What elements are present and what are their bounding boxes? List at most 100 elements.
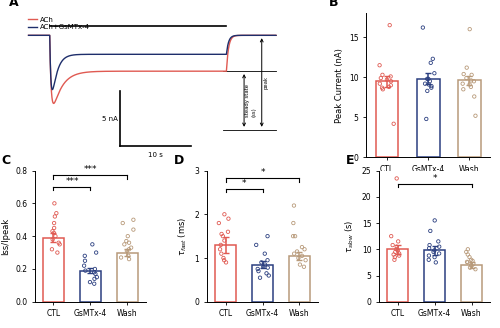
Point — [463, 259, 471, 264]
Point — [294, 256, 302, 261]
Point — [290, 220, 298, 226]
Point — [390, 121, 398, 126]
Point — [388, 242, 396, 248]
Point — [394, 239, 402, 244]
Point — [472, 113, 480, 118]
Point — [424, 76, 432, 81]
Point — [256, 275, 264, 280]
Point — [468, 262, 475, 268]
Point — [468, 72, 475, 77]
Point — [390, 257, 398, 262]
Point — [300, 247, 308, 252]
Point — [125, 240, 133, 245]
Point — [293, 249, 301, 254]
Point — [466, 265, 474, 270]
Point — [264, 257, 272, 263]
Point — [298, 253, 306, 258]
Point — [300, 264, 308, 269]
Point — [51, 214, 59, 219]
Point — [123, 248, 131, 254]
Point — [130, 227, 138, 232]
Point — [379, 87, 387, 92]
Point — [395, 253, 403, 258]
Point — [462, 249, 470, 255]
Point — [394, 248, 402, 253]
Point — [215, 220, 223, 226]
Bar — [388, 249, 407, 302]
Point — [424, 88, 432, 93]
Point — [470, 94, 478, 99]
Point — [50, 225, 58, 231]
Text: B: B — [329, 0, 338, 9]
Point — [220, 256, 228, 261]
Point — [48, 229, 56, 234]
Point — [470, 79, 478, 84]
Point — [385, 84, 393, 90]
Point — [424, 257, 432, 262]
Bar — [80, 271, 100, 302]
Point — [466, 27, 473, 32]
Bar — [376, 81, 398, 157]
Point — [264, 273, 272, 278]
Point — [468, 258, 476, 263]
Point — [419, 25, 427, 30]
Point — [426, 242, 434, 248]
Bar — [290, 256, 310, 302]
Point — [378, 85, 386, 90]
Point — [117, 255, 125, 260]
Text: *: * — [242, 179, 246, 188]
Point — [92, 271, 100, 277]
Text: 5 nA: 5 nA — [102, 115, 118, 122]
Point — [425, 246, 433, 251]
Point — [387, 234, 395, 239]
Point — [224, 229, 232, 235]
Y-axis label: $\tau_{slow}$ (s): $\tau_{slow}$ (s) — [344, 219, 356, 253]
Bar — [216, 245, 236, 302]
Bar — [458, 80, 480, 157]
Point — [466, 255, 473, 260]
Y-axis label: Peak Current (nA): Peak Current (nA) — [334, 48, 344, 123]
Point — [298, 244, 306, 250]
Point — [386, 74, 394, 79]
Point — [124, 253, 132, 258]
Point — [220, 212, 228, 217]
Point — [124, 234, 132, 239]
Point — [48, 247, 56, 252]
Point — [127, 245, 135, 250]
Point — [220, 238, 228, 243]
Point — [258, 260, 266, 265]
Point — [467, 78, 475, 83]
Point — [50, 230, 58, 236]
Point — [48, 237, 56, 242]
Point — [429, 56, 437, 61]
Point — [88, 242, 96, 247]
Y-axis label: Iss/Ipeak: Iss/Ipeak — [0, 217, 10, 255]
Point — [93, 275, 101, 280]
Point — [392, 244, 400, 249]
Point — [390, 252, 398, 257]
Point — [472, 267, 480, 272]
Point — [86, 279, 94, 285]
Point — [376, 81, 384, 86]
Point — [262, 271, 270, 276]
Point — [392, 247, 400, 252]
Point — [81, 253, 89, 258]
Point — [462, 65, 470, 70]
Text: E: E — [346, 154, 354, 167]
Point — [421, 81, 429, 86]
Text: D: D — [174, 154, 184, 167]
Text: ***: *** — [84, 165, 97, 174]
Point — [377, 75, 385, 81]
Point — [462, 75, 470, 81]
Point — [130, 217, 138, 222]
Legend: ACh, ACh+GsMTx-4: ACh, ACh+GsMTx-4 — [28, 17, 90, 30]
Text: steady state
(ss): steady state (ss) — [246, 84, 256, 117]
Point — [383, 77, 391, 82]
Point — [434, 239, 442, 244]
Point — [92, 250, 100, 255]
Point — [423, 76, 431, 81]
Bar — [252, 265, 272, 302]
Point — [392, 249, 400, 255]
Point — [296, 262, 304, 267]
Point — [395, 251, 403, 256]
